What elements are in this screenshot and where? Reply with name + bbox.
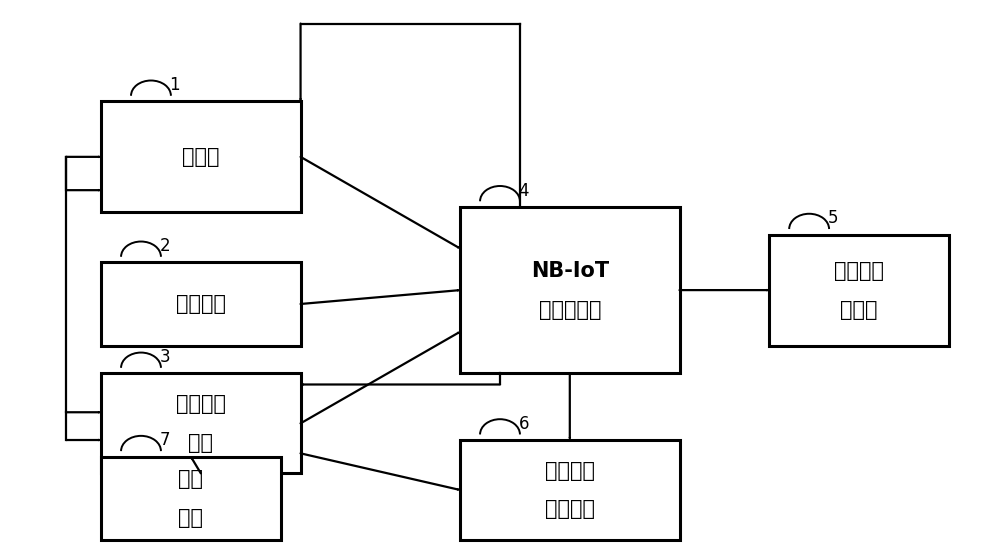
- Text: 2: 2: [160, 237, 170, 255]
- Text: 电源管理: 电源管理: [176, 394, 226, 414]
- FancyBboxPatch shape: [101, 456, 281, 540]
- Text: 3: 3: [160, 348, 170, 366]
- Text: 实时: 实时: [178, 469, 203, 489]
- Text: 非易失性: 非易失性: [834, 261, 884, 281]
- Text: 6: 6: [519, 415, 529, 433]
- FancyBboxPatch shape: [101, 373, 301, 473]
- Text: 时钟: 时钟: [178, 508, 203, 528]
- Text: 模块: 模块: [188, 433, 213, 453]
- Text: 1: 1: [170, 76, 180, 94]
- Text: 4: 4: [519, 181, 529, 200]
- Text: NB-IoT: NB-IoT: [531, 261, 609, 281]
- Text: 通用用户: 通用用户: [545, 460, 595, 480]
- Text: 识别模块: 识别模块: [545, 499, 595, 519]
- Text: 物理层: 物理层: [182, 147, 220, 167]
- Text: 操作系统: 操作系统: [176, 294, 226, 314]
- FancyBboxPatch shape: [101, 262, 301, 345]
- FancyBboxPatch shape: [101, 102, 301, 213]
- Text: 存储器: 存储器: [840, 300, 878, 320]
- Text: 5: 5: [828, 209, 838, 227]
- FancyBboxPatch shape: [769, 234, 949, 345]
- Text: 7: 7: [160, 431, 170, 449]
- FancyBboxPatch shape: [460, 207, 680, 373]
- Text: 通信协议栈: 通信协议栈: [539, 300, 601, 320]
- FancyBboxPatch shape: [460, 440, 680, 540]
